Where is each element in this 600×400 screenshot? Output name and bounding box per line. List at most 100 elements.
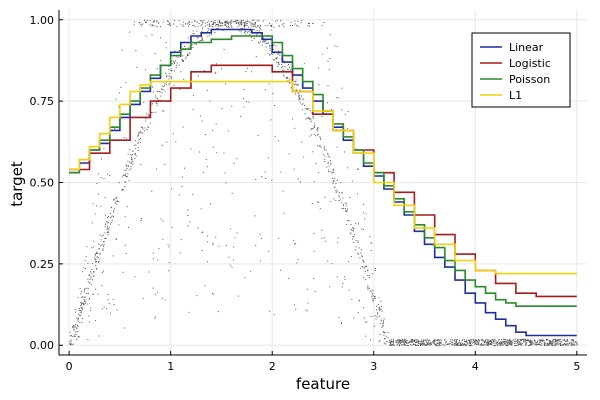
scatter-point: [455, 344, 457, 346]
scatter-point: [434, 340, 436, 342]
scatter-point: [482, 339, 484, 341]
scatter-point: [325, 149, 327, 151]
scatter-point: [302, 98, 304, 100]
scatter-point: [438, 343, 440, 345]
scatter-point: [95, 253, 96, 255]
scatter-point: [155, 102, 157, 104]
scatter-point: [300, 181, 301, 183]
scatter-point: [557, 342, 559, 344]
scatter-point: [87, 303, 89, 305]
scatter-point: [501, 343, 503, 345]
scatter-point: [92, 279, 93, 281]
scatter-point: [334, 45, 336, 47]
scatter-point: [175, 64, 177, 66]
scatter-point: [346, 127, 348, 129]
scatter-point: [419, 343, 421, 344]
scatter-point: [85, 299, 87, 301]
scatter-point: [501, 344, 503, 346]
scatter-point: [404, 344, 406, 346]
scatter-point: [344, 208, 346, 209]
scatter-point: [187, 225, 189, 227]
scatter-point: [546, 342, 548, 344]
scatter-point: [355, 246, 357, 248]
scatter-point: [503, 341, 505, 343]
scatter-point: [475, 339, 477, 341]
scatter-point: [244, 23, 246, 25]
scatter-point: [245, 33, 247, 35]
scatter-point: [519, 343, 521, 345]
scatter-point: [538, 343, 540, 345]
scatter-point: [429, 342, 431, 344]
scatter-point: [207, 241, 209, 243]
scatter-point: [130, 154, 132, 156]
scatter-point: [182, 55, 184, 57]
scatter-point: [214, 22, 215, 24]
scatter-point: [405, 341, 407, 342]
scatter-point: [138, 139, 140, 141]
scatter-point: [161, 88, 162, 90]
scatter-point: [540, 339, 542, 341]
scatter-point: [510, 344, 512, 346]
scatter-point: [170, 76, 172, 78]
scatter-point: [300, 141, 302, 143]
scatter-point: [107, 173, 109, 175]
scatter-point: [399, 341, 401, 343]
scatter-point: [328, 169, 330, 171]
scatter-point: [500, 342, 502, 344]
scatter-point: [376, 309, 378, 311]
scatter-point: [251, 25, 253, 27]
scatter-point: [299, 97, 301, 99]
scatter-point: [517, 341, 519, 342]
scatter-point: [185, 58, 187, 60]
scatter-point: [251, 39, 253, 41]
scatter-point: [330, 163, 332, 165]
scatter-point: [532, 342, 534, 344]
scatter-point: [469, 341, 471, 343]
scatter-point: [121, 49, 123, 51]
scatter-point: [517, 340, 519, 341]
scatter-point: [420, 341, 421, 343]
scatter-point: [552, 340, 554, 342]
scatter-point: [245, 101, 247, 103]
scatter-point: [297, 178, 299, 180]
scatter-point: [240, 115, 242, 117]
scatter-point: [366, 265, 368, 267]
scatter-point: [300, 22, 302, 24]
scatter-point: [82, 307, 84, 309]
scatter-point: [559, 343, 561, 344]
scatter-point: [507, 344, 508, 346]
scatter-point: [331, 108, 332, 110]
scatter-point: [383, 318, 385, 320]
scatter-point: [282, 74, 284, 76]
scatter-point: [272, 53, 274, 55]
scatter-point: [272, 49, 274, 50]
scatter-point: [100, 245, 102, 247]
scatter-point: [116, 196, 118, 198]
scatter-point: [74, 335, 76, 337]
scatter-point: [547, 344, 549, 345]
scatter-point: [521, 343, 523, 345]
scatter-point: [498, 343, 500, 345]
scatter-point: [342, 203, 344, 205]
scatter-point: [466, 341, 468, 343]
scatter-point: [437, 339, 439, 341]
scatter-point: [573, 340, 574, 342]
scatter-point: [489, 341, 491, 343]
scatter-point: [261, 44, 263, 46]
scatter-point: [163, 85, 165, 87]
scatter-point: [439, 340, 441, 342]
scatter-point: [84, 289, 85, 291]
scatter-point: [264, 25, 266, 27]
scatter-point: [265, 43, 267, 44]
scatter-point: [73, 325, 75, 326]
scatter-point: [480, 344, 482, 346]
scatter-point: [181, 59, 183, 61]
scatter-point: [258, 41, 259, 43]
scatter-point: [217, 21, 219, 23]
scatter-point: [505, 340, 507, 342]
scatter-point: [236, 158, 238, 160]
scatter-point: [404, 339, 405, 341]
scatter-point: [377, 312, 379, 314]
scatter-point: [559, 339, 561, 341]
scatter-point: [248, 101, 250, 103]
